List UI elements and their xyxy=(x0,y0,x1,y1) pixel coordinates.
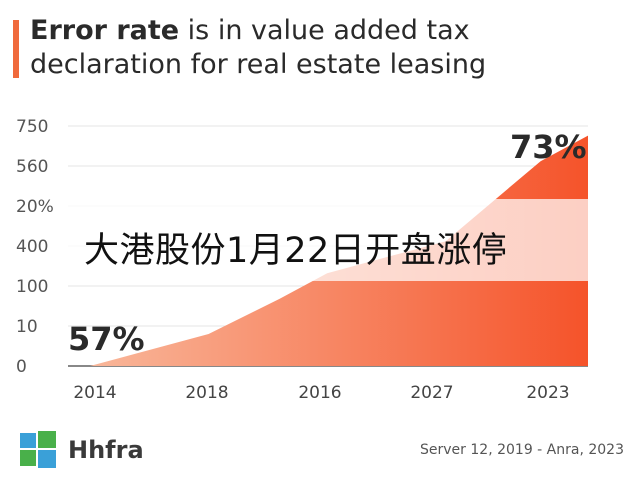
y-tick-label: 0 xyxy=(16,357,27,377)
y-tick-label: 100 xyxy=(16,277,48,297)
y-tick-label: 750 xyxy=(16,117,48,137)
x-tick-label: 2018 xyxy=(185,383,228,403)
y-tick-label: 10 xyxy=(16,317,38,337)
area-series xyxy=(90,135,588,366)
overlay-caption: 大港股份1月22日开盘涨停 xyxy=(84,231,508,271)
brand-name: Hhfra xyxy=(68,436,144,464)
x-tick-label: 2027 xyxy=(410,383,453,403)
title-accent-bar xyxy=(13,20,19,78)
x-tick-label: 2016 xyxy=(298,383,341,403)
end-percent-label: 73% xyxy=(510,128,587,166)
x-tick-label: 2014 xyxy=(73,383,116,403)
chart-title: Error rate is in value added tax declara… xyxy=(30,14,630,82)
overlay-band xyxy=(68,199,588,281)
y-tick-label: 20% xyxy=(16,197,54,217)
title-rest: is in value added tax declaration for re… xyxy=(30,15,487,80)
y-tick-label: 400 xyxy=(16,237,48,257)
x-tick-label: 2023 xyxy=(526,383,569,403)
windows-style-logo-icon xyxy=(20,431,56,468)
footer-source: Server 12, 2019 - Anra, 2023 xyxy=(420,442,624,458)
start-percent-label: 57% xyxy=(68,320,145,358)
title-bold: Error rate xyxy=(30,15,180,46)
y-tick-label: 560 xyxy=(16,157,48,177)
